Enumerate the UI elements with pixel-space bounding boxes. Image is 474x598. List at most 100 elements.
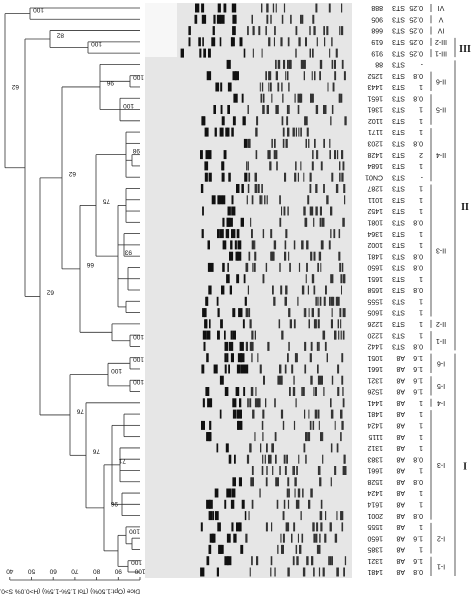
sequence-type: ST3 [392,27,405,34]
cluster-label: I-2 [437,534,445,541]
sequence-type: ST3 [392,275,405,282]
gel-band [308,319,310,329]
cluster-label: IV [437,27,444,34]
gel-band [247,161,249,171]
mic-value: 1 [419,467,423,474]
gel-band [241,93,244,103]
sequence-type: ST3 [392,38,405,45]
gel-band [222,240,227,250]
gel-band [251,341,254,351]
mic-value: 1 [419,241,423,248]
gel-band [228,454,232,464]
gel-band [262,274,264,284]
gel-band [287,127,290,137]
gel-band [289,59,292,69]
gel-band [206,71,212,81]
gel-band [282,533,285,543]
gel-band [279,217,282,227]
gel-band [270,229,273,239]
mic-value: 1.6 [413,365,423,372]
gel-band [229,285,232,295]
gel-band [335,296,339,306]
node-label: 75 [102,198,110,205]
gel-band [228,172,231,182]
gel-band [317,466,320,475]
mic-value: 1 [419,422,423,429]
gel-band [320,499,323,509]
gel-band [307,195,309,205]
strain-id: 1650 [367,264,383,271]
gel-band [285,229,288,239]
sequence-type: ST3 [392,241,405,248]
gel-band [224,353,227,363]
gel-band [235,251,239,261]
gel-band [232,71,236,81]
gel-band [333,229,336,239]
gel-band [276,105,279,114]
gel-band [248,308,251,318]
gel-band [204,161,209,171]
sequence-type: A8 [396,489,405,496]
gel-band [211,37,216,47]
gel-band [261,48,263,58]
gel-band [275,454,277,464]
gel-band [308,138,310,148]
gel-band [302,488,304,498]
node-label: 96 [106,79,114,86]
gel-band [269,71,272,81]
gel-band [251,330,254,340]
gel-band [308,432,311,442]
gel-band [319,477,322,487]
gel-band [335,48,338,58]
gel-band [308,308,310,318]
gel-band [224,556,229,566]
gel-band [334,150,336,160]
gel-band [289,319,292,329]
gel-band [335,184,339,193]
gel-band [344,116,347,126]
strain-id: 1605 [367,309,383,316]
mic-value: 1 [419,331,423,338]
gel-band [270,82,272,92]
gel-band [201,3,205,13]
gel-band [243,387,246,396]
gel-band [275,59,277,69]
gel-band [241,184,244,193]
gel-band [252,48,254,58]
gel-band [243,138,248,148]
gel-band [240,353,245,363]
mic-value: 1 [419,128,423,135]
gel-band [298,454,300,464]
gel-band [297,105,300,114]
gel-band [252,262,254,272]
gel-band [231,37,234,47]
gel-band [317,364,319,374]
gel-band [216,567,219,577]
gel-band [318,375,321,385]
gel-band [311,71,313,81]
gel-band [272,466,274,475]
gel-band [316,37,318,47]
gel-band [295,48,297,58]
sequence-type: A8 [396,376,405,383]
gel-band [306,556,309,566]
gel-band [332,296,335,306]
sequence-type: A8 [396,534,405,541]
sequence-type: ST3 [392,117,405,124]
gel-band [320,432,323,442]
gel-band [267,341,270,351]
gel-band [208,511,213,521]
gel-band [320,511,323,521]
gel-band [301,240,304,250]
gel-band [301,533,304,543]
gel-band [287,499,290,509]
strain-id: 1203 [367,140,383,147]
gel-band [208,285,212,295]
gel-band [240,364,245,374]
gel-band [337,319,339,329]
gel-band [279,466,281,475]
gel-band [271,138,273,148]
gel-band [255,127,258,137]
gel-band [231,3,236,13]
gel-band [205,172,208,182]
